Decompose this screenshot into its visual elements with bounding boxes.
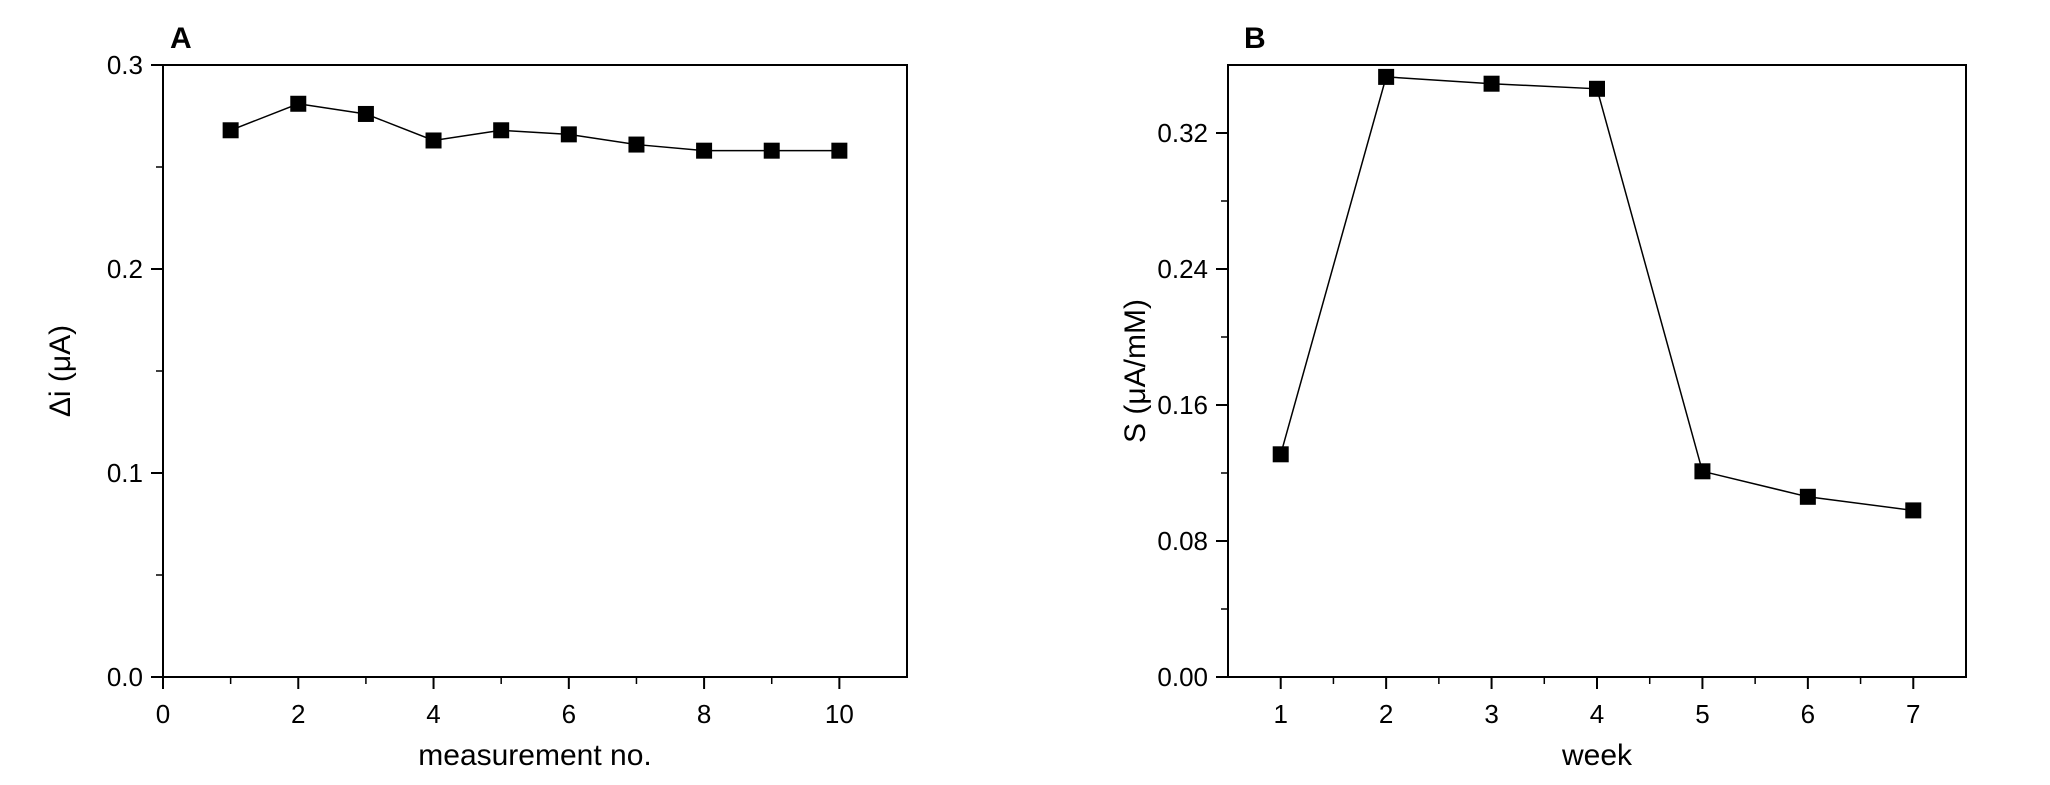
panel-b-x-tick-label: 6: [1801, 699, 1815, 729]
panel-a-data-point: [763, 142, 780, 159]
panel-a-data-point: [222, 122, 239, 139]
panel-a-x-tick-label: 6: [562, 699, 576, 729]
panel-a-series: [222, 95, 848, 159]
panel-b-letter: B: [1244, 22, 1266, 55]
panel-a-y-axis-label: Δi (μA): [44, 325, 77, 417]
panel-b-x-tick-label: 3: [1484, 699, 1498, 729]
panel-b-x-tick-label: 7: [1906, 699, 1920, 729]
panel-a-data-point: [357, 105, 374, 122]
panel-b-y-tick-labels: 0.00 0.08 0.16 0.24 0.32: [1157, 118, 1208, 692]
panel-a-data-point: [493, 122, 510, 139]
panel-a-y-tick-labels: 0.0 0.1 0.2 0.3: [107, 50, 143, 692]
panel-a-letter: A: [170, 22, 192, 55]
panel-a-x-tick-label: 0: [156, 699, 170, 729]
panel-a-x-ticks: [162, 677, 841, 689]
panel-b-x-tick-labels: 1 2 3 4 5 6 7: [1273, 699, 1920, 729]
panel-b-y-tick-label: 0.16: [1157, 390, 1208, 420]
panel-a-y-tick-label: 0.1: [107, 458, 143, 488]
panel-a-x-axis-label: measurement no.: [418, 739, 651, 772]
panel-b-x-tick-label: 5: [1695, 699, 1709, 729]
panel-a-x-tick-label: 10: [825, 699, 854, 729]
panel-a-y-tick-label: 0.2: [107, 254, 143, 284]
panel-a-data-point: [425, 132, 442, 149]
panel-a-x-tick-label: 8: [697, 699, 711, 729]
panel-a-y-ticks: [151, 64, 163, 678]
panel-b-data-point: [1378, 68, 1395, 85]
panel-b-y-tick-label: 0.08: [1157, 526, 1208, 556]
panel-a-y-tick-label: 0.3: [107, 50, 143, 80]
panel-b-data-point: [1905, 502, 1922, 519]
panel-a-data-point: [628, 136, 645, 153]
panel-b-y-tick-label: 0.24: [1157, 254, 1208, 284]
panel-b-data-point: [1799, 488, 1816, 505]
panel-a-data-point: [696, 142, 713, 159]
panel-b-x-axis-label: week: [1561, 739, 1633, 772]
panel-a-series-line: [230, 102, 840, 152]
panel-a-y-tick-label: 0.0: [107, 662, 143, 692]
panel-b-data-point: [1589, 80, 1605, 97]
panel-b-y-tick-label: 0.32: [1157, 118, 1208, 148]
panel-b-plot-frame: [1227, 64, 1967, 678]
panel-a-data-point: [831, 142, 848, 159]
panel-a-x-tick-label: 2: [291, 699, 305, 729]
panel-b-data-point: [1694, 463, 1711, 480]
panel-a-x-tick-label: 4: [426, 699, 440, 729]
panel-b-y-ticks: [1216, 132, 1228, 678]
panel-b-x-tick-label: 1: [1273, 699, 1287, 729]
panel-b-series: [1272, 68, 1922, 519]
panel-a-data-point: [290, 95, 307, 112]
panel-a-x-tick-labels: 0 2 4 6 8 10: [156, 699, 854, 729]
panel-b-series-line: [1279, 76, 1914, 512]
panel-b-x-tick-label: 4: [1590, 699, 1604, 729]
panel-b-y-axis-label: S (μA/mM): [1119, 299, 1152, 443]
panel-b-data-point: [1483, 75, 1500, 92]
panel-b-y-tick-label: 0.00: [1157, 662, 1208, 692]
panel-b-x-ticks: [1279, 677, 1915, 689]
panel-b-data-point: [1272, 446, 1289, 463]
panel-b-x-tick-label: 2: [1379, 699, 1393, 729]
panel-a: A 0 2 4 6 8 10 0.0 0.1 0.2 0.3 measureme…: [44, 22, 908, 772]
panel-a-plot-frame: [162, 64, 908, 678]
panel-a-data-point: [560, 126, 577, 143]
panel-b: B 1 2 3 4 5 6 7 0.00 0.08 0.16 0.24 0.32…: [1119, 22, 1967, 772]
